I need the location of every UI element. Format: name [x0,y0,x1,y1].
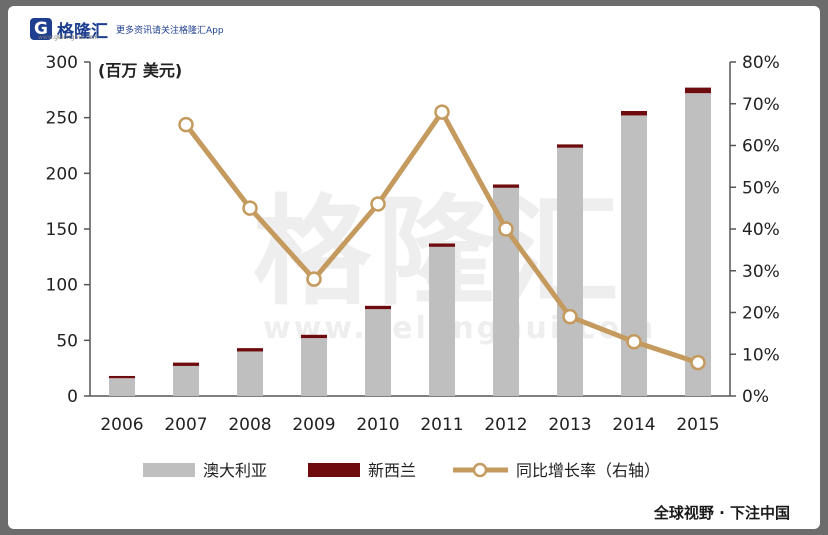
x-tick-label: 2006 [100,415,143,435]
brand-name: 格隆汇 [57,21,108,42]
x-tick-label: 2015 [676,415,719,435]
brand-letter-icon: G [30,18,52,40]
right-tick-label: 60% [742,137,780,157]
bar-new-zealand [237,348,263,352]
legend-marker-growth [472,462,488,478]
growth-rate-point [498,221,514,237]
x-axis-labels: 2006 2007 2008 2009 2010 2011 2012 2013 2014 2015 [100,415,719,435]
x-tick-label: 2011 [420,415,463,435]
growth-rate-point [242,200,258,216]
legend-swatch-australia [143,463,195,477]
unit-label: (百万 美元) [98,61,182,80]
growth-rate-point [562,308,578,325]
brand-logo: G 格隆汇 更多资讯请关注格隆汇App [30,16,224,42]
bar-australia [237,351,263,396]
left-tick-label: 0 [67,387,78,407]
right-tick-label: 30% [742,262,780,282]
line-group [178,104,706,371]
bar-new-zealand [173,362,199,366]
bar-new-zealand [493,184,519,188]
bar-australia [557,147,583,396]
legend-swatch-new-zealand [308,463,360,477]
left-tick-label: 200 [46,164,78,184]
legend-label-new-zealand: 新西兰 [368,461,416,480]
growth-rate-point [690,354,706,371]
watermark-url: www.gelonghui.com [263,311,657,346]
bar-australia [493,187,519,396]
bars-group [109,87,711,396]
brand-slogan: 更多资讯请关注格隆汇App [116,25,224,36]
chart-svg: 0 50 100 150 200 250 300 0% 10% 20% 30% 40% 50% 60% 7… [46,53,780,480]
bar-new-zealand [621,110,647,116]
legend-label-growth: 同比增长率（右轴） [516,461,660,480]
legend-label-australia: 澳大利亚 [203,461,267,480]
x-tick-label: 2013 [548,415,591,435]
left-tick-label: 100 [46,276,78,296]
legend: 澳大利亚 新西兰 同比增长率（右轴） [143,461,660,480]
bar-australia [685,93,711,396]
bar-australia [621,115,647,396]
x-tick-label: 2012 [484,415,527,435]
left-tick-label: 150 [46,220,78,240]
right-tick-label: 20% [742,304,780,324]
right-tick-label: 80% [742,53,780,73]
bar-new-zealand [429,243,455,247]
bar-australia [109,378,135,396]
right-tick-label: 10% [742,345,780,365]
growth-rate-point [306,271,322,287]
bar-australia [429,246,455,396]
growth-rate-point [370,196,386,212]
right-tick-label: 70% [742,95,780,115]
bar-new-zealand [109,375,135,379]
left-tick-label: 250 [46,109,78,129]
bar-australia [173,365,199,396]
x-tick-label: 2010 [356,415,399,435]
bar-new-zealand [557,144,583,148]
bar-australia [365,309,391,396]
growth-rate-point [178,116,194,133]
brand-site: www.gelonghui.com [38,34,99,41]
bar-new-zealand [685,87,711,94]
bar-new-zealand [301,334,327,339]
right-axis-ticks: 0% 10% 20% 30% 40% 50% 60% 70% 80% [729,53,780,407]
bottom-caption: 全球视野 · 下注中国 [653,504,790,522]
growth-rate-point [626,333,642,350]
x-tick-label: 2007 [164,415,207,435]
right-tick-label: 50% [742,178,780,198]
right-tick-label: 0% [742,387,769,407]
x-tick-label: 2008 [228,415,271,435]
left-tick-label: 300 [46,53,78,73]
bar-australia [301,338,327,396]
x-tick-label: 2014 [612,415,655,435]
chart-card: G 格隆汇 更多资讯请关注格隆汇App www.gelonghui.com 格隆… [8,6,820,529]
bar-new-zealand [365,305,391,310]
left-tick-label: 50 [56,331,78,351]
right-tick-label: 40% [742,220,780,240]
x-tick-label: 2009 [292,415,335,435]
growth-rate-point [434,104,450,120]
